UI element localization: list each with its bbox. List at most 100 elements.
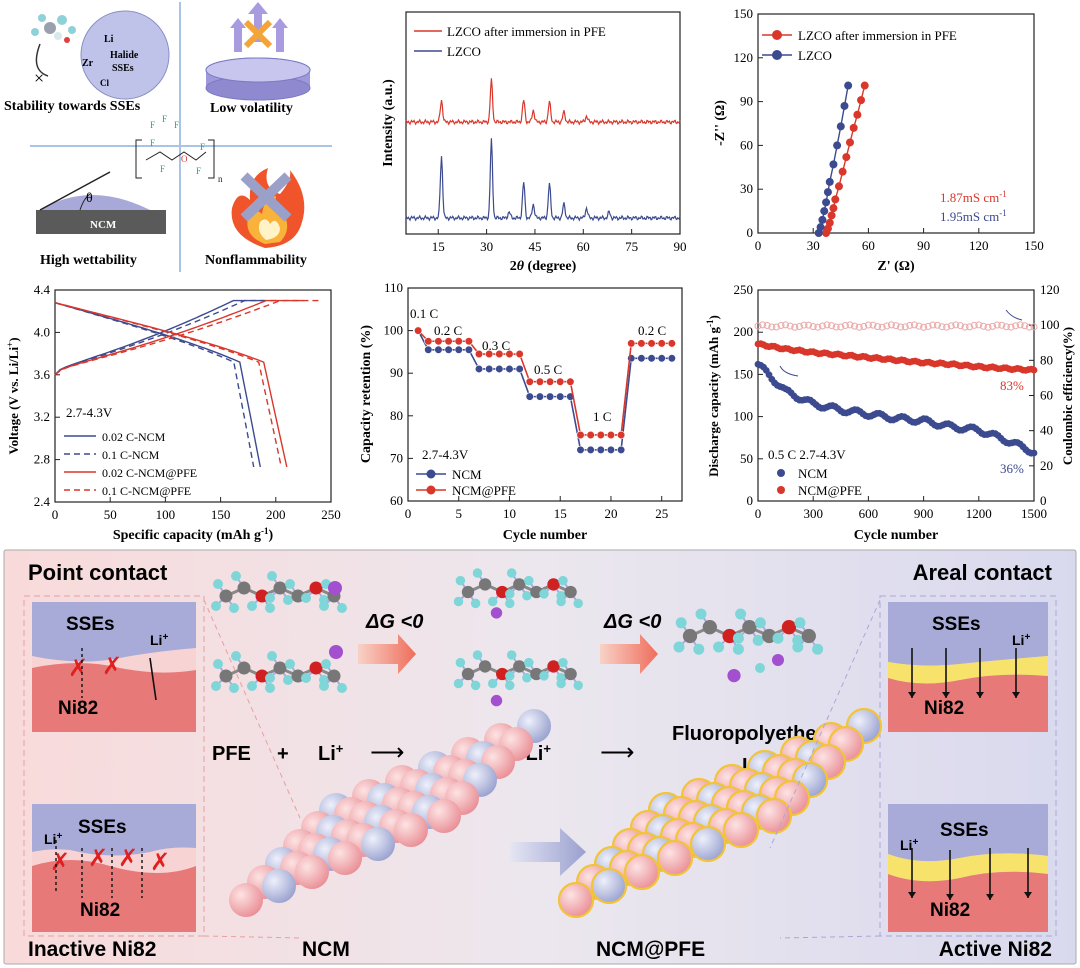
xrd-series-lzco xyxy=(405,138,681,222)
f-atom-7: F xyxy=(196,166,201,176)
rate-label-2: 0.3 C xyxy=(482,338,510,353)
particle xyxy=(656,839,694,877)
atom xyxy=(513,660,526,673)
ce-point xyxy=(998,321,1006,329)
fluorine-atom xyxy=(285,659,295,669)
xrd-legend-pfe: LZCO after immersion in PFE xyxy=(447,24,606,39)
rate-point xyxy=(586,430,595,440)
y-tick-label: 120 xyxy=(734,50,754,65)
rate-point xyxy=(657,354,666,363)
ncm-pfe-particle-array xyxy=(557,707,883,919)
rate-point xyxy=(586,445,595,454)
rate-point xyxy=(505,364,514,374)
ce-point xyxy=(915,322,923,330)
xrd-xlabel: 2θ (degree) xyxy=(510,259,577,274)
y2-tick-label: 120 xyxy=(1040,282,1060,297)
pfe-molecule-icons xyxy=(211,568,824,707)
particle xyxy=(394,813,428,847)
fluorine-atom xyxy=(455,657,466,668)
fluorine-atom xyxy=(539,589,549,599)
fluorine-atom xyxy=(321,659,331,669)
delta-g-label-1: ΔG <0 xyxy=(365,611,423,633)
rate-point xyxy=(525,392,534,401)
rate-point xyxy=(424,345,433,354)
rate-label-0: 0.1 C xyxy=(410,306,438,321)
rate-point xyxy=(556,377,565,386)
rate-point xyxy=(617,445,626,454)
x-tick-label: 90 xyxy=(674,239,687,254)
eis-point xyxy=(834,182,843,191)
blocked-x-icon-6: ✗ xyxy=(150,849,170,876)
ce-point xyxy=(754,322,762,330)
li-transport-arrows xyxy=(55,648,1032,900)
rate-point xyxy=(606,430,616,440)
li-arrow-head-icon xyxy=(1024,892,1032,898)
particle xyxy=(427,799,461,833)
ce-point xyxy=(993,321,1001,329)
voltage-window: 2.7-4.3V xyxy=(66,405,113,420)
ce-point xyxy=(763,322,771,330)
rate-point xyxy=(566,377,575,386)
fluorine-atom xyxy=(732,643,744,655)
ce-point xyxy=(777,322,785,330)
x-tick-label: 10 xyxy=(503,506,516,521)
atom xyxy=(237,661,251,675)
rate-point xyxy=(637,339,646,348)
fluorine-atom xyxy=(213,579,223,589)
atom xyxy=(781,620,797,635)
reactant-plus: + xyxy=(277,743,289,765)
ce-point xyxy=(851,322,859,330)
rate-point xyxy=(424,337,433,346)
xrd-chart: 15 30 45 60 75 90 LZCO after immersion in PFE… xyxy=(381,11,687,274)
eis-point xyxy=(829,160,838,169)
atom xyxy=(461,585,475,599)
fluorine-atom xyxy=(211,601,221,611)
charge-curve-3 xyxy=(54,299,320,376)
ce-point xyxy=(823,321,831,329)
y2-tick-label: 80 xyxy=(1040,352,1053,367)
ce-point xyxy=(952,321,960,329)
y-tick-label: 110 xyxy=(384,280,403,295)
rate-point xyxy=(576,445,585,454)
fluorine-atom xyxy=(213,659,223,669)
fluorine-atom xyxy=(301,593,311,603)
atom xyxy=(309,661,323,675)
ce-point xyxy=(943,323,951,331)
sses-word: SSEs xyxy=(112,63,134,74)
eis-point xyxy=(844,81,853,90)
x-tick-label: 20 xyxy=(604,506,617,521)
ce-point xyxy=(874,323,882,331)
rate-label-5: 0.2 C xyxy=(638,323,666,338)
atom xyxy=(564,667,577,681)
ni82-label-2: Ni82 xyxy=(80,900,120,921)
y-tick-label: 150 xyxy=(734,366,754,381)
areal-contact-title: Areal contact xyxy=(913,560,1053,585)
x-tick-label: 15 xyxy=(432,239,445,254)
y2-tick-label: 40 xyxy=(1040,423,1053,438)
fluorine-atom xyxy=(453,678,464,689)
x-tick-label: 0 xyxy=(755,238,762,253)
ce-point xyxy=(795,323,803,331)
li-arrow-head-icon xyxy=(942,692,950,698)
fluorine-atom xyxy=(285,579,295,589)
x-tick-label: 25 xyxy=(655,506,668,521)
eis-point xyxy=(842,153,851,162)
li-ion xyxy=(727,669,741,683)
ce-point xyxy=(805,321,813,329)
eis-legend-pfe: LZCO after immersion in PFE xyxy=(798,28,957,43)
ce-point xyxy=(887,321,895,329)
delta-g-label-2: ΔG <0 xyxy=(603,611,661,633)
fluorine-atom xyxy=(522,673,532,683)
rate-label-1: 0.2 C xyxy=(434,323,462,338)
eis-xlabel: Z' (Ω) xyxy=(877,259,915,274)
rate-point xyxy=(444,345,453,354)
ce-point xyxy=(1012,322,1020,330)
sses-label-3: SSEs xyxy=(932,614,981,635)
eis-point xyxy=(840,101,849,110)
atom xyxy=(461,667,475,681)
y-tick-label: 30 xyxy=(740,181,753,196)
ce-point xyxy=(956,322,964,330)
atom xyxy=(273,581,287,595)
reactant-li: Li+ xyxy=(318,741,344,765)
discharge-curve-2 xyxy=(54,302,288,468)
